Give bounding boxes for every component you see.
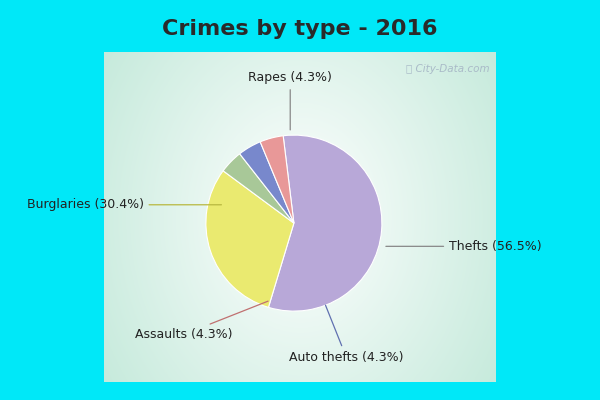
Text: Burglaries (30.4%): Burglaries (30.4%) [26,198,221,211]
Text: Assaults (4.3%): Assaults (4.3%) [135,301,268,341]
Wedge shape [268,135,382,311]
Text: Thefts (56.5%): Thefts (56.5%) [386,240,542,253]
Text: Auto thefts (4.3%): Auto thefts (4.3%) [289,305,404,364]
Text: Rapes (4.3%): Rapes (4.3%) [248,71,332,130]
Text: Crimes by type - 2016: Crimes by type - 2016 [162,18,438,39]
Wedge shape [206,171,294,307]
Wedge shape [223,154,294,223]
Text: ⓘ City-Data.com: ⓘ City-Data.com [406,64,490,74]
Wedge shape [239,142,294,223]
Wedge shape [260,136,294,223]
